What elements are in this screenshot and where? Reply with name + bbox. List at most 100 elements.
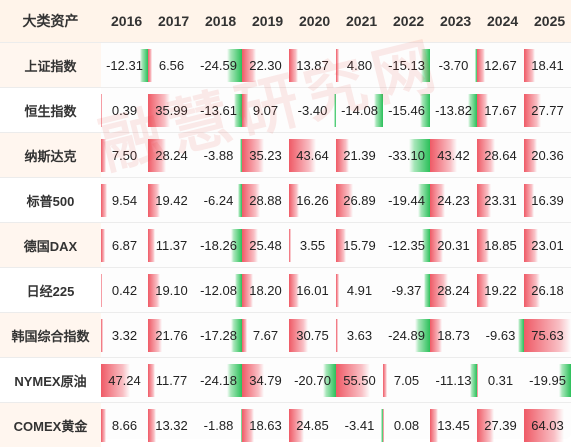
return-value: 26.18 — [524, 274, 571, 307]
return-value: 7.67 — [242, 319, 289, 352]
return-cell: -12.35 — [383, 223, 430, 268]
return-value: 18.20 — [242, 274, 289, 307]
return-cell: 9.54 — [101, 178, 148, 223]
return-value: 18.73 — [430, 319, 477, 352]
return-cell: 18.41 — [524, 43, 571, 88]
return-value: 15.79 — [336, 229, 383, 262]
return-cell: 17.67 — [477, 88, 524, 133]
return-cell: -14.08 — [336, 88, 383, 133]
year-header: 2017 — [148, 0, 195, 43]
return-value: 55.50 — [336, 364, 383, 397]
return-cell: 20.31 — [430, 223, 477, 268]
return-cell: 55.50 — [336, 358, 383, 403]
year-label: 2023 — [430, 13, 471, 29]
return-value: 0.42 — [101, 274, 148, 307]
return-value: 18.85 — [477, 229, 524, 262]
return-value: -6.24 — [195, 184, 242, 217]
return-value: -24.89 — [383, 319, 430, 352]
year-header: 2020 — [289, 0, 336, 43]
return-cell: 19.22 — [477, 268, 524, 313]
return-cell: 19.42 — [148, 178, 195, 223]
year-label: 2022 — [383, 13, 424, 29]
return-value: -9.63 — [477, 319, 524, 352]
return-cell: 18.20 — [242, 268, 289, 313]
return-cell: 4.91 — [336, 268, 383, 313]
return-cell: 20.36 — [524, 133, 571, 178]
year-header: 2018 — [195, 0, 242, 43]
return-value: 11.77 — [148, 364, 195, 397]
return-cell: -18.26 — [195, 223, 242, 268]
return-value: -24.59 — [195, 49, 242, 82]
return-value: 13.45 — [430, 409, 477, 442]
year-header: 2024 — [477, 0, 524, 43]
return-cell: 13.32 — [148, 403, 195, 447]
return-cell: 0.08 — [383, 403, 430, 447]
asset-name: 标普500 — [0, 178, 101, 223]
return-cell: 6.56 — [148, 43, 195, 88]
return-cell: -9.37 — [383, 268, 430, 313]
return-cell: -1.88 — [195, 403, 242, 447]
return-cell: 16.39 — [524, 178, 571, 223]
return-cell: -3.41 — [336, 403, 383, 447]
return-cell: 26.89 — [336, 178, 383, 223]
return-value: 26.89 — [336, 184, 383, 217]
return-cell: 7.05 — [383, 358, 430, 403]
return-cell: 18.73 — [430, 313, 477, 358]
return-cell: -19.44 — [383, 178, 430, 223]
return-cell: 12.67 — [477, 43, 524, 88]
return-value: 13.32 — [148, 409, 195, 442]
return-value: 20.36 — [524, 139, 571, 172]
return-value: 21.39 — [336, 139, 383, 172]
return-value: 19.42 — [148, 184, 195, 217]
return-cell: 43.42 — [430, 133, 477, 178]
return-value: 11.37 — [148, 229, 195, 262]
return-value: 28.24 — [148, 139, 195, 172]
year-header: 2023 — [430, 0, 477, 43]
return-cell: -3.70 — [430, 43, 477, 88]
return-value: 7.05 — [383, 364, 430, 397]
asset-name: 恒生指数 — [0, 88, 101, 133]
return-value: -24.18 — [195, 364, 242, 397]
return-cell: -12.08 — [195, 268, 242, 313]
return-cell: 0.39 — [101, 88, 148, 133]
return-value: 28.88 — [242, 184, 289, 217]
return-value: 28.64 — [477, 139, 524, 172]
return-value: 35.99 — [148, 94, 195, 127]
return-value: 27.39 — [477, 409, 524, 442]
return-cell: -3.88 — [195, 133, 242, 178]
year-label: 2018 — [195, 13, 236, 29]
return-value: -3.70 — [430, 49, 477, 82]
return-cell: 21.76 — [148, 313, 195, 358]
return-cell: -12.31 — [101, 43, 148, 88]
return-cell: 16.01 — [289, 268, 336, 313]
return-cell: -24.18 — [195, 358, 242, 403]
return-value: 9.07 — [242, 94, 289, 127]
return-cell: 22.30 — [242, 43, 289, 88]
return-value: 75.63 — [524, 319, 571, 352]
return-cell: 15.79 — [336, 223, 383, 268]
return-cell: -15.13 — [383, 43, 430, 88]
return-value: -18.26 — [195, 229, 242, 262]
return-value: 19.10 — [148, 274, 195, 307]
return-value: 64.03 — [524, 409, 571, 442]
return-value: 4.80 — [336, 49, 383, 82]
return-value: -3.88 — [195, 139, 242, 172]
return-value: 23.01 — [524, 229, 571, 262]
year-header: 2016 — [101, 0, 148, 43]
return-value: 16.26 — [289, 184, 336, 217]
return-value: -17.28 — [195, 319, 242, 352]
return-cell: 25.48 — [242, 223, 289, 268]
return-cell: 3.55 — [289, 223, 336, 268]
return-cell: 19.10 — [148, 268, 195, 313]
return-cell: 21.39 — [336, 133, 383, 178]
return-cell: 26.18 — [524, 268, 571, 313]
return-value: -19.44 — [383, 184, 430, 217]
return-value: -12.35 — [383, 229, 430, 262]
return-value: -33.10 — [383, 139, 430, 172]
asset-name: 上证指数 — [0, 43, 101, 88]
